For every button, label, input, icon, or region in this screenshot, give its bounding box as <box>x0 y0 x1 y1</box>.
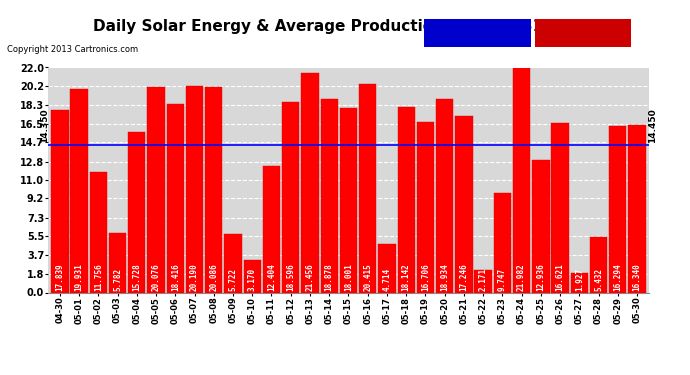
Text: 18.596: 18.596 <box>286 264 295 291</box>
Bar <box>551 123 569 292</box>
Bar <box>513 68 531 292</box>
Text: 1.927: 1.927 <box>575 268 584 291</box>
Text: Daily  (kWh): Daily (kWh) <box>552 28 614 38</box>
Bar <box>339 108 357 292</box>
Bar <box>186 86 203 292</box>
Text: 16.294: 16.294 <box>613 264 622 291</box>
Text: 17.839: 17.839 <box>55 264 64 291</box>
Text: 18.142: 18.142 <box>402 264 411 291</box>
Bar <box>359 84 376 292</box>
Text: 21.456: 21.456 <box>306 264 315 291</box>
Text: 16.340: 16.340 <box>633 264 642 291</box>
Text: 15.728: 15.728 <box>132 264 141 291</box>
Text: 14.450: 14.450 <box>648 108 657 142</box>
Bar <box>321 99 338 292</box>
Text: 21.982: 21.982 <box>517 264 526 291</box>
Bar <box>571 273 588 292</box>
Text: 4.714: 4.714 <box>382 268 391 291</box>
Text: 5.782: 5.782 <box>113 268 122 291</box>
Text: 5.722: 5.722 <box>228 268 237 291</box>
Bar <box>51 110 68 292</box>
Text: Copyright 2013 Cartronics.com: Copyright 2013 Cartronics.com <box>7 45 138 54</box>
Text: 12.936: 12.936 <box>536 264 545 291</box>
Bar <box>417 122 434 292</box>
Text: 19.931: 19.931 <box>75 264 83 291</box>
Bar <box>224 234 241 292</box>
Bar <box>609 126 627 292</box>
Text: 18.416: 18.416 <box>171 264 180 291</box>
Bar <box>282 102 299 292</box>
Bar <box>532 160 549 292</box>
Text: 18.934: 18.934 <box>440 264 449 291</box>
Bar <box>590 237 607 292</box>
Text: 20.190: 20.190 <box>190 264 199 291</box>
Text: Daily Solar Energy & Average Production  Fri May 31 05:37: Daily Solar Energy & Average Production … <box>93 19 597 34</box>
Bar <box>263 166 280 292</box>
Text: 18.001: 18.001 <box>344 264 353 291</box>
Text: 11.756: 11.756 <box>94 264 103 291</box>
Bar <box>436 99 453 292</box>
Bar <box>109 233 126 292</box>
Bar <box>90 172 107 292</box>
Text: 20.076: 20.076 <box>152 264 161 291</box>
Bar <box>629 125 646 292</box>
Bar <box>397 107 415 292</box>
Bar <box>455 116 473 292</box>
Bar <box>166 104 184 292</box>
Bar <box>378 244 395 292</box>
Text: 16.621: 16.621 <box>555 264 564 291</box>
Bar <box>70 88 88 292</box>
Text: Average  (kWh): Average (kWh) <box>439 28 517 38</box>
Text: 5.432: 5.432 <box>594 268 603 291</box>
Bar <box>302 73 319 292</box>
Bar <box>128 132 146 292</box>
Text: 18.878: 18.878 <box>325 264 334 291</box>
Bar <box>475 270 492 292</box>
Bar <box>244 260 261 292</box>
Text: 14.350: 14.350 <box>40 108 49 142</box>
Text: 12.404: 12.404 <box>267 264 276 291</box>
Bar <box>148 87 165 292</box>
Text: 20.086: 20.086 <box>209 264 218 291</box>
Text: 16.706: 16.706 <box>421 264 430 291</box>
Text: 17.246: 17.246 <box>460 264 469 291</box>
Text: 3.170: 3.170 <box>248 268 257 291</box>
Bar <box>494 193 511 292</box>
Text: 9.747: 9.747 <box>498 268 507 291</box>
Text: 2.171: 2.171 <box>479 268 488 291</box>
Bar <box>205 87 222 292</box>
Text: 20.415: 20.415 <box>363 264 372 291</box>
